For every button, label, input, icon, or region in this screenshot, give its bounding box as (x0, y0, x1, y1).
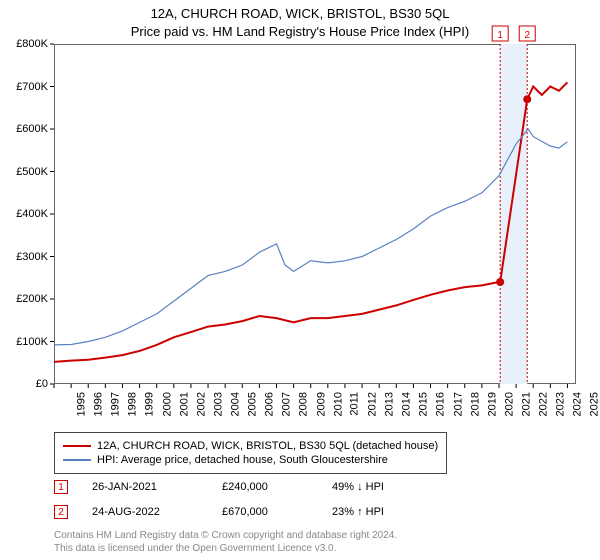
y-tick-label: £0 (0, 378, 48, 390)
x-tick-label: 2025 (589, 392, 600, 416)
x-tick-label: 2005 (247, 392, 259, 416)
legend-item: HPI: Average price, detached house, Sout… (63, 454, 438, 466)
y-tick-label: £800K (0, 38, 48, 50)
y-tick-label: £600K (0, 123, 48, 135)
x-tick-label: 2006 (264, 392, 276, 416)
transaction-row: 2 24-AUG-2022£670,00023% ↑ HPI (54, 505, 384, 519)
legend-label: HPI: Average price, detached house, Sout… (97, 454, 388, 466)
footer-line2: This data is licensed under the Open Gov… (54, 543, 336, 554)
svg-text:1: 1 (497, 30, 503, 41)
x-tick-label: 1999 (144, 392, 156, 416)
x-tick-label: 1996 (93, 392, 105, 416)
y-tick-label: £100K (0, 336, 48, 348)
x-tick-label: 2023 (555, 392, 567, 416)
x-tick-label: 1998 (127, 392, 139, 416)
x-tick-label: 2004 (230, 392, 242, 416)
legend-swatch (63, 459, 91, 461)
transaction-date: 24-AUG-2022 (92, 506, 222, 518)
x-tick-label: 2016 (435, 392, 447, 416)
x-tick-label: 2002 (195, 392, 207, 416)
svg-text:2: 2 (524, 30, 530, 41)
y-tick-label: £200K (0, 293, 48, 305)
transaction-price: £240,000 (222, 481, 332, 493)
x-tick-label: 2021 (520, 392, 532, 416)
legend-label: 12A, CHURCH ROAD, WICK, BRISTOL, BS30 5Q… (97, 440, 438, 452)
y-tick-label: £700K (0, 81, 48, 93)
x-tick-label: 2003 (212, 392, 224, 416)
y-tick-label: £500K (0, 166, 48, 178)
x-tick-label: 2008 (298, 392, 310, 416)
x-tick-label: 2020 (503, 392, 515, 416)
x-tick-label: 2019 (486, 392, 498, 416)
transaction-delta: 23% ↑ HPI (332, 506, 384, 518)
legend-swatch (63, 445, 91, 447)
x-tick-label: 2013 (384, 392, 396, 416)
x-tick-label: 1995 (75, 392, 87, 416)
x-tick-label: 2015 (418, 392, 430, 416)
x-tick-label: 2009 (315, 392, 327, 416)
x-tick-label: 2022 (538, 392, 550, 416)
y-tick-label: £400K (0, 208, 48, 220)
x-tick-label: 2011 (348, 392, 360, 416)
x-tick-label: 2010 (332, 392, 344, 416)
x-tick-label: 2007 (281, 392, 293, 416)
x-tick-label: 2024 (572, 392, 584, 416)
footer-line1: Contains HM Land Registry data © Crown c… (54, 530, 397, 541)
x-tick-label: 2001 (178, 392, 190, 416)
chart-svg: 12 (0, 0, 600, 560)
legend-box: 12A, CHURCH ROAD, WICK, BRISTOL, BS30 5Q… (54, 432, 447, 474)
transaction-marker: 1 (54, 480, 68, 494)
x-tick-label: 2017 (452, 392, 464, 416)
transaction-price: £670,000 (222, 506, 332, 518)
legend-item: 12A, CHURCH ROAD, WICK, BRISTOL, BS30 5Q… (63, 440, 438, 452)
transaction-delta: 49% ↓ HPI (332, 481, 384, 493)
transaction-row: 1 26-JAN-2021£240,00049% ↓ HPI (54, 480, 384, 494)
x-tick-label: 2014 (401, 392, 413, 416)
x-tick-label: 2018 (469, 392, 481, 416)
transaction-date: 26-JAN-2021 (92, 481, 222, 493)
x-tick-label: 1997 (110, 392, 122, 416)
x-tick-label: 2000 (161, 392, 173, 416)
transaction-marker: 2 (54, 505, 68, 519)
x-tick-label: 2012 (366, 392, 378, 416)
y-tick-label: £300K (0, 251, 48, 263)
